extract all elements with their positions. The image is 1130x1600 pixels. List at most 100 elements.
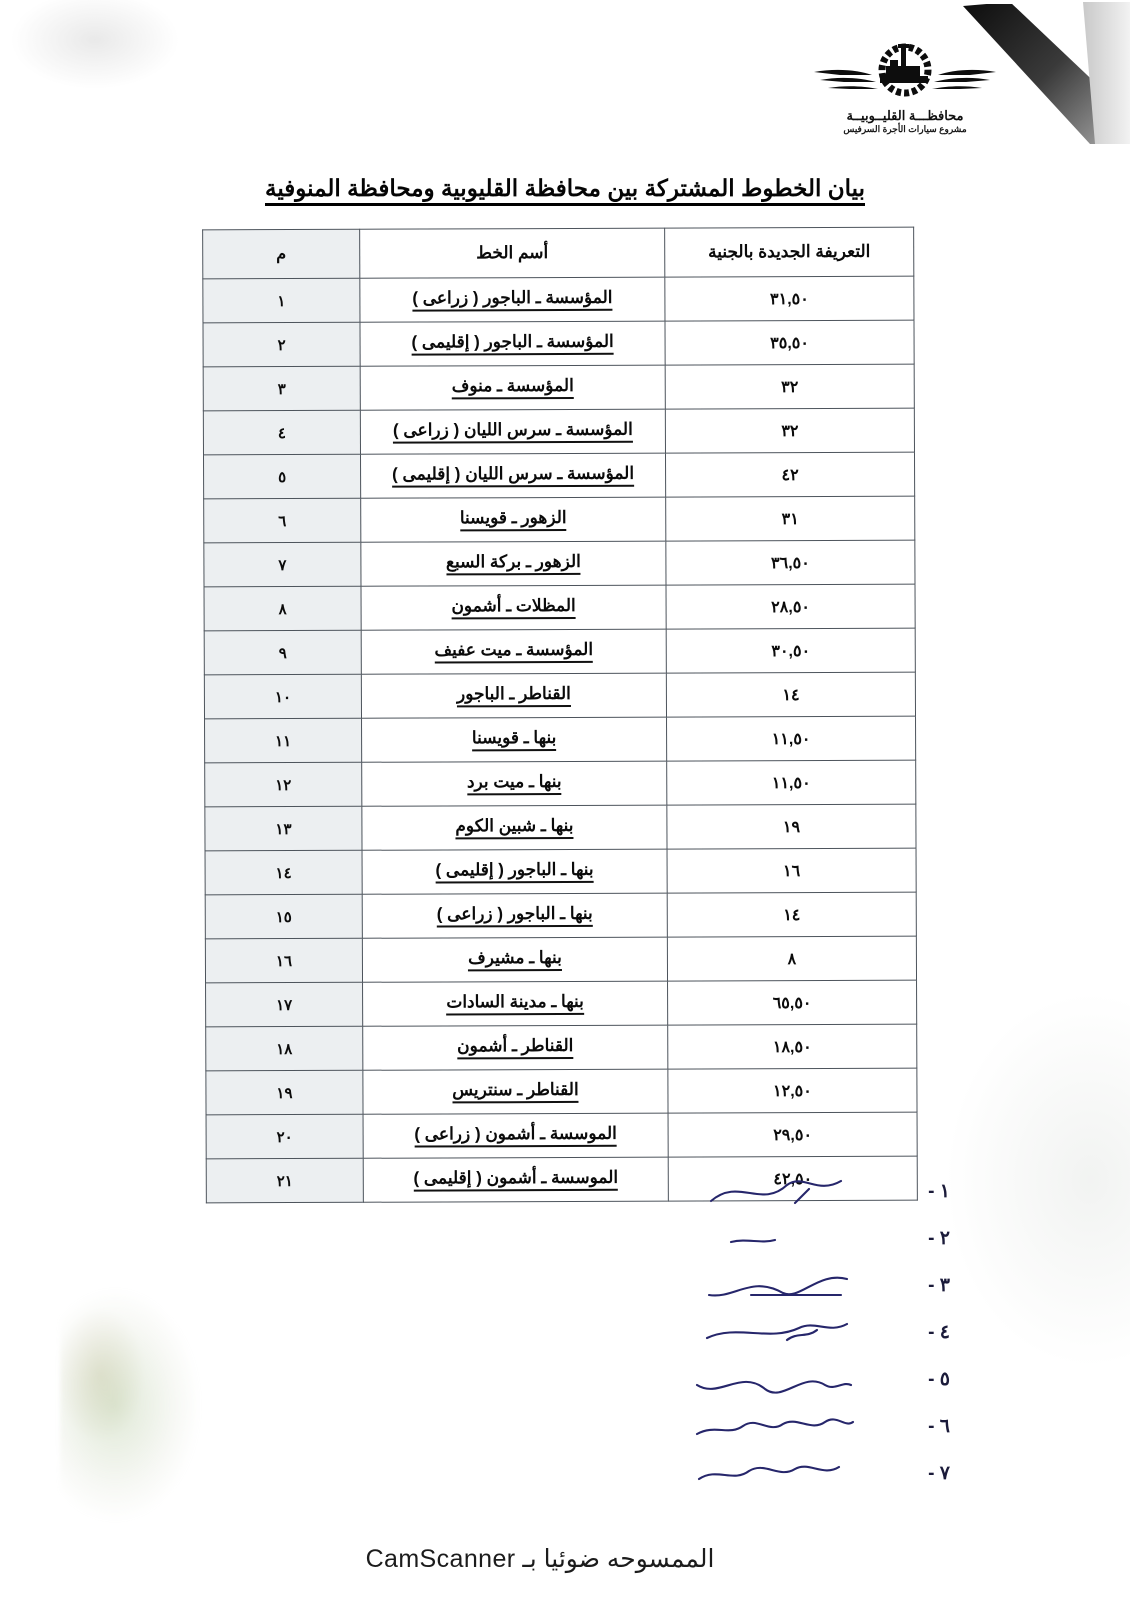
cell-serial: ١٥: [205, 894, 363, 939]
signature-row: ٦ -: [620, 1403, 950, 1450]
cell-route: المؤسسة ـ سرس الليان ( إقليمى ): [360, 453, 666, 499]
cell-route-text: الموسسة ـ أشمون ( إقليمى ): [413, 1167, 619, 1192]
table-row: ٣١,٥٠ المؤسسة ـ الباجور ( زراعى ) ١: [202, 276, 914, 323]
signature-ink-mark: [620, 1406, 906, 1448]
table-row: ٣٢ المؤسسة ـ سرس الليان ( زراعى ) ٤: [203, 408, 915, 455]
cell-route-text: بنها ـ الباجور ( إقليمى ): [435, 859, 594, 884]
cell-route-text: بنها ـ مشيرف: [468, 947, 562, 972]
cell-fare: ٢٩,٥٠: [668, 1112, 918, 1158]
cell-route: بنها ـ مدينة السادات: [362, 981, 668, 1027]
cell-route-text: المظلات ـ أشمون: [451, 595, 576, 620]
signature-row: ٢ -: [620, 1215, 950, 1262]
winged-emblem-icon: [814, 43, 996, 97]
table-header-row: التعريفة الجديدة بالجنية أسم الخط م: [202, 227, 914, 279]
table-body: ٣١,٥٠ المؤسسة ـ الباجور ( زراعى ) ١ ٣٥,٥٠ ال…: [202, 276, 918, 1203]
column-header-serial: م: [202, 229, 360, 279]
cell-serial: ١٨: [205, 1026, 363, 1071]
camscanner-ghost-artifact: [690, 1537, 695, 1552]
cell-serial: ١٦: [205, 938, 363, 983]
cell-route-text: الموسسة ـ أشمون ( زراعى ): [414, 1123, 617, 1148]
cell-route-text: بنها ـ ميت برد: [466, 771, 562, 796]
cell-route: المظلات ـ أشمون: [361, 585, 667, 631]
cell-route: بنها ـ الباجور ( زراعى ): [362, 893, 668, 939]
table-header: التعريفة الجديدة بالجنية أسم الخط م: [202, 227, 914, 279]
signature-number: ٤ -: [928, 1322, 950, 1343]
table-row: ١٤ بنها ـ الباجور ( زراعى ) ١٥: [205, 892, 917, 939]
page-title-text: بيان الخطوط المشتركة بين محافظة القليوبي…: [265, 175, 865, 206]
cell-serial: ٩: [204, 630, 362, 675]
cell-serial: ١٧: [205, 982, 363, 1027]
signature-ink-mark: [620, 1359, 906, 1401]
signature-row: ٥ -: [620, 1356, 950, 1403]
cell-route-text: القناطر ـ أشمون: [457, 1035, 574, 1060]
cell-fare: ٢٨,٥٠: [666, 584, 916, 630]
cell-fare: ٣٢: [665, 364, 915, 410]
cell-fare: ٣٢: [665, 408, 915, 454]
cell-fare: ١٨,٥٠: [667, 1024, 917, 1070]
cell-fare: ٣٥,٥٠: [664, 320, 915, 366]
signature-number: ٧ -: [928, 1463, 950, 1484]
signature-ink-mark: [620, 1218, 906, 1260]
table-row: ٤٢ المؤسسة ـ سرس الليان ( إقليمى ) ٥: [203, 452, 915, 499]
signature-row: ٣ -: [620, 1262, 950, 1309]
cell-route: القناطر ـ أشمون: [362, 1025, 668, 1071]
column-header-fare: التعريفة الجديدة بالجنية: [664, 227, 914, 278]
cell-serial: ١٤: [205, 850, 363, 895]
cell-route-text: المؤسسة ـ منوف: [451, 375, 574, 400]
cell-route: الزهور ـ قويسنا: [360, 497, 666, 543]
cell-route: القناطر ـ الباجور: [361, 673, 667, 719]
cell-route: المؤسسة ـ ميت عفيف: [361, 629, 667, 675]
cell-fare: ٤٢: [665, 452, 915, 498]
table-row: ٢٨,٥٠ المظلات ـ أشمون ٨: [204, 584, 916, 631]
signature-number: ٣ -: [928, 1275, 950, 1296]
cell-serial: ٧: [203, 542, 362, 587]
cell-serial: ٨: [204, 586, 362, 631]
letterhead-line-2: مشروع سيارات الأجرة السرفيس: [843, 124, 967, 134]
cell-fare: ٣١: [665, 496, 915, 542]
signature-ink-mark: [620, 1453, 906, 1495]
table-row: ١٢,٥٠ القناطر ـ سنتريس ١٩: [205, 1068, 918, 1115]
table-row: ٣١ الزهور ـ قويسنا ٦: [203, 496, 915, 543]
table-row: ١١,٥٠ بنها ـ ميت برد ١٢: [204, 760, 916, 807]
cell-serial: ١٢: [204, 762, 362, 807]
signature-number: ٦ -: [928, 1416, 950, 1437]
cell-route-text: المؤسسة ـ سرس الليان ( زراعى ): [392, 419, 633, 444]
cell-fare: ١٤: [666, 672, 916, 718]
table-row: ٢٩,٥٠ الموسسة ـ أشمون ( زراعى ) ٢٠: [206, 1112, 918, 1159]
signature-row: ٧ -: [620, 1450, 950, 1497]
scan-smudge-artifact: [60, 1255, 290, 1545]
table-row: ١٩ بنها ـ شبين الكوم ١٣: [204, 804, 917, 851]
cell-route-text: القناطر ـ الباجور: [456, 683, 571, 708]
tariff-table: التعريفة الجديدة بالجنية أسم الخط م ٣١,٥…: [202, 227, 918, 1204]
table-row: ١١,٥٠ بنها ـ قويسنا ١١: [204, 716, 916, 763]
cell-fare: ١٤: [667, 892, 917, 938]
cell-serial: ٢١: [206, 1158, 364, 1203]
cell-route-text: القناطر ـ سنتريس: [452, 1079, 579, 1104]
signature-ink-mark: [620, 1171, 906, 1213]
cell-serial: ١١: [204, 718, 362, 763]
cell-fare: ٣١,٥٠: [664, 276, 914, 322]
table-row: ٣٦,٥٠ الزهور ـ بركة السبع ٧: [203, 540, 916, 587]
cell-route: الزهور ـ بركة السبع: [360, 541, 667, 587]
signature-number: ٥ -: [928, 1369, 950, 1390]
cell-route-text: المؤسسة ـ سرس الليان ( إقليمى ): [392, 463, 635, 488]
cell-serial: ١٩: [205, 1070, 364, 1115]
cell-route-text: بنها ـ شبين الكوم: [455, 815, 574, 840]
signature-number: ١ -: [928, 1181, 950, 1202]
cell-serial: ١٠: [204, 674, 362, 719]
cell-fare: ١١,٥٠: [666, 716, 916, 762]
cell-serial: ٥: [203, 454, 361, 499]
cell-route-text: الزهور ـ بركة السبع: [445, 551, 581, 576]
cell-route: بنها ـ شبين الكوم: [361, 805, 668, 851]
cell-route-text: بنها ـ مدينة السادات: [446, 991, 584, 1016]
table-row: ٦٥,٥٠ بنها ـ مدينة السادات ١٧: [205, 980, 917, 1027]
cell-route: المؤسسة ـ الباجور ( زراعى ): [359, 277, 665, 323]
cell-fare: ٣٦,٥٠: [665, 540, 916, 586]
column-header-route: أسم الخط: [359, 228, 665, 279]
table-row: ١٦ بنها ـ الباجور ( إقليمى ) ١٤: [205, 848, 917, 895]
cell-route: الموسسة ـ أشمون ( زراعى ): [363, 1113, 669, 1159]
cell-route-text: المؤسسة ـ الباجور ( زراعى ): [412, 287, 613, 312]
cell-fare: ١٢,٥٠: [667, 1068, 918, 1114]
cell-route: المؤسسة ـ سرس الليان ( زراعى ): [360, 409, 666, 455]
